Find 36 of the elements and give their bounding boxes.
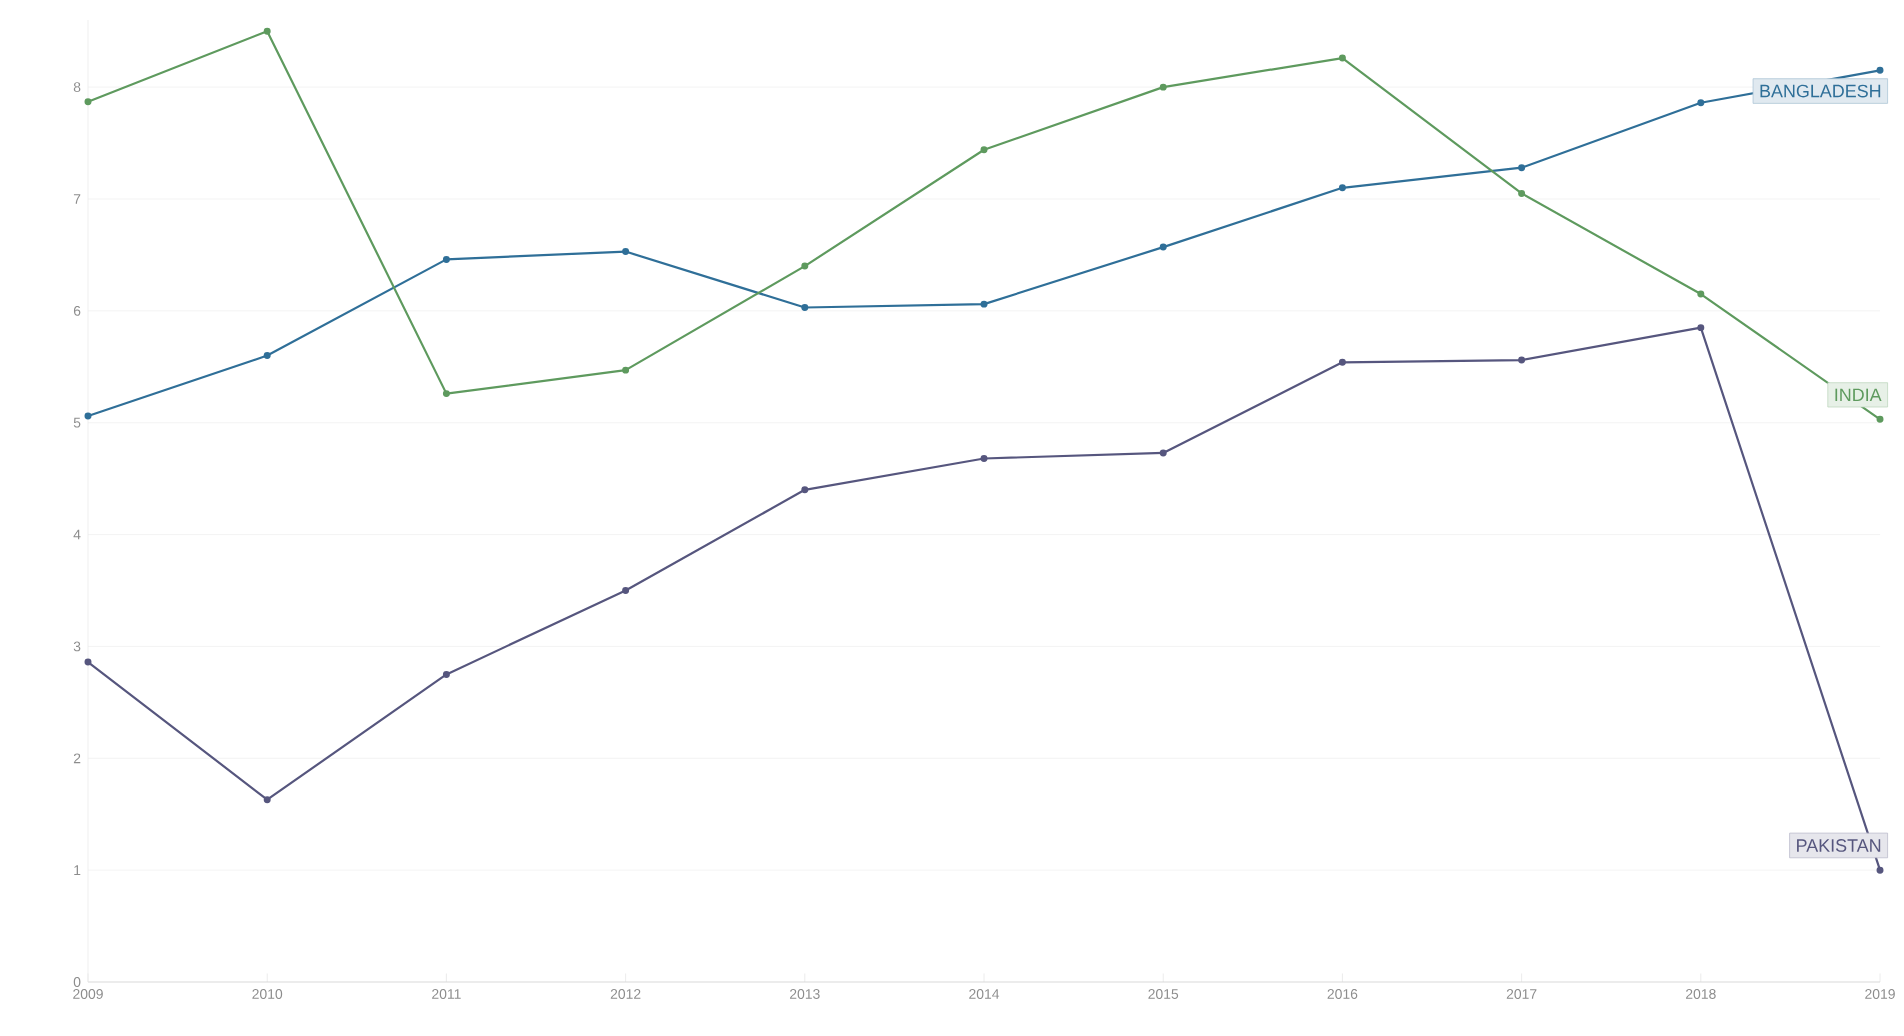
point [801, 486, 809, 494]
point [622, 366, 630, 374]
point [442, 390, 450, 398]
point [1876, 866, 1884, 874]
point [1338, 358, 1346, 366]
point [980, 455, 988, 462]
point [801, 262, 809, 270]
point [1518, 356, 1526, 364]
point [1697, 324, 1705, 332]
point [1697, 99, 1705, 107]
series-label: INDIA [1835, 388, 1882, 402]
point [1338, 184, 1346, 192]
point [263, 27, 271, 35]
point [1159, 83, 1167, 91]
point [1159, 243, 1167, 251]
point [622, 587, 630, 594]
point [84, 658, 92, 666]
point [801, 304, 809, 311]
point [442, 670, 450, 678]
point [1338, 54, 1346, 62]
point [1159, 449, 1167, 457]
point [263, 796, 271, 804]
point [263, 352, 271, 360]
point [1518, 189, 1526, 197]
point [980, 146, 988, 154]
point [1876, 415, 1884, 423]
point [1876, 66, 1884, 74]
series-label: BANGLADESH [1760, 84, 1881, 98]
point [84, 412, 92, 420]
point [980, 300, 988, 308]
series-label: PAKISTAN [1797, 839, 1881, 852]
point [442, 255, 450, 263]
point [1697, 290, 1705, 298]
point [84, 98, 92, 106]
point [1518, 164, 1526, 172]
point [622, 248, 630, 256]
